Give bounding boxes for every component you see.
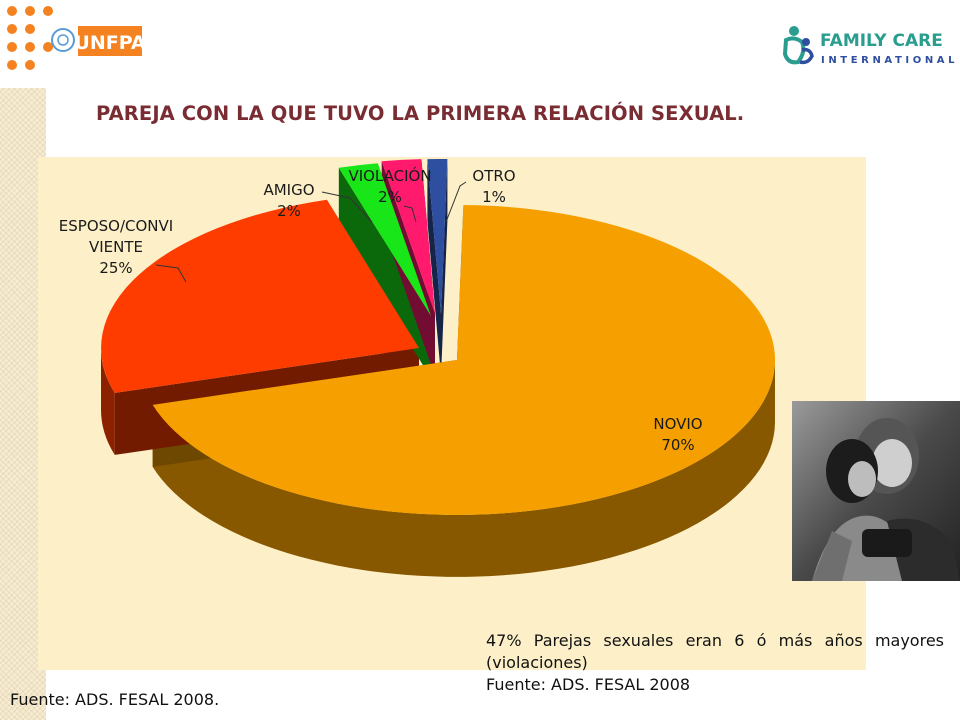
note-text: 47% Parejas sexuales eran 6 ó más años m… xyxy=(486,631,944,672)
pie-slice-otro xyxy=(427,158,448,314)
slice-label-amigo-name: AMIGO xyxy=(263,181,315,199)
pie-edge-4-0 xyxy=(427,159,441,376)
leader-esposo xyxy=(155,264,187,283)
slice-label-esposo-line1: ESPOSO/CONVI xyxy=(58,217,174,235)
slice-label-esposo-line2: VIENTE xyxy=(88,238,144,256)
leader-amigo xyxy=(321,191,373,223)
slice-label-esposo: ESPOSO/CONVI VIENTE 25% xyxy=(36,216,196,279)
slice-label-novio-percent: 70% xyxy=(661,436,695,454)
pie-wall-1 xyxy=(101,348,115,455)
unfpa-logo: UNFPA xyxy=(7,6,146,70)
slice-label-otro-name: OTRO xyxy=(472,167,516,185)
slice-label-novio: NOVIO 70% xyxy=(628,414,728,456)
pie-slice-esposo-convi-viente xyxy=(101,199,420,393)
slice-label-violacion: VIOLACIÓN 2% xyxy=(330,166,450,208)
unfpa-logo-text: UNFPA xyxy=(74,32,145,54)
pie-edge-4-1 xyxy=(441,159,448,376)
pie-leader-lines xyxy=(155,181,467,283)
slice-label-otro-percent: 1% xyxy=(482,188,506,206)
family-care-logo-line2: INTERNATIONAL xyxy=(821,55,958,66)
slice-label-amigo-percent: 2% xyxy=(277,202,301,220)
slice-label-otro: OTRO 1% xyxy=(456,166,532,208)
slice-label-violacion-name: VIOLACIÓN xyxy=(348,167,432,185)
pie-slice-novio xyxy=(152,205,776,515)
pie-tops xyxy=(101,158,776,515)
leader-violacion xyxy=(403,205,417,223)
slice-label-violacion-percent: 2% xyxy=(378,188,402,206)
note-source: Fuente: ADS. FESAL 2008 xyxy=(486,675,691,694)
pie-wall-0 xyxy=(152,360,775,577)
family-care-international-logo: FAMILY CARE INTERNATIONAL xyxy=(782,26,958,66)
footer-source: Fuente: ADS. FESAL 2008. xyxy=(10,690,220,709)
note-block: 47% Parejas sexuales eran 6 ó más años m… xyxy=(486,630,944,696)
pie-edge-2-0 xyxy=(338,167,431,378)
slice-label-amigo: AMIGO 2% xyxy=(246,180,332,222)
family-care-logo-line1: FAMILY CARE xyxy=(820,31,943,51)
slide-title: PAREJA CON LA QUE TUVO LA PRIMERA RELACI… xyxy=(96,102,745,125)
leader-otro xyxy=(445,181,467,223)
pie-slice-violaci-n xyxy=(381,159,435,314)
couple-photo xyxy=(792,401,960,581)
slice-label-novio-name: NOVIO xyxy=(653,415,703,433)
pie-slice-amigo xyxy=(338,163,431,316)
slice-label-esposo-percent: 25% xyxy=(99,259,133,277)
